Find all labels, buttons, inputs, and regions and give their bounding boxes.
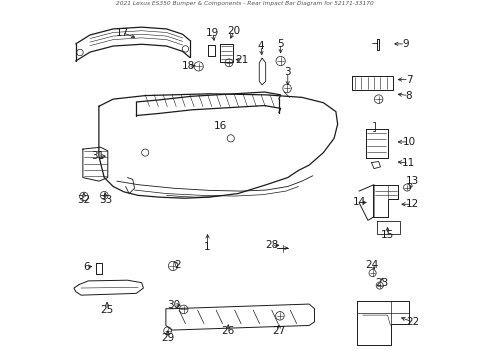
Text: 8: 8 [406,91,412,100]
Text: 4: 4 [258,41,264,51]
Text: 18: 18 [181,61,195,71]
Text: 24: 24 [365,260,378,270]
Text: 10: 10 [402,137,416,147]
Text: 30: 30 [167,300,180,310]
Text: 3: 3 [285,67,291,77]
Text: 11: 11 [402,158,416,168]
Text: 5: 5 [277,39,284,49]
Text: 13: 13 [406,176,419,186]
Text: 7: 7 [406,75,412,85]
Text: 22: 22 [406,317,419,327]
Text: 15: 15 [381,230,394,239]
Text: 23: 23 [375,278,389,288]
Text: 2021 Lexus ES350 Bumper & Components - Rear Impact Bar Diagram for 52171-33170: 2021 Lexus ES350 Bumper & Components - R… [116,1,374,6]
Text: 12: 12 [406,199,419,209]
Text: 6: 6 [83,262,90,272]
Text: 25: 25 [100,305,114,315]
Text: 14: 14 [352,198,366,207]
Text: 28: 28 [265,240,278,250]
Text: 16: 16 [214,121,227,131]
Text: 19: 19 [206,28,220,38]
Text: 2: 2 [174,260,181,270]
Text: 27: 27 [272,326,286,336]
Text: 26: 26 [221,326,235,336]
Text: 29: 29 [161,333,174,343]
Text: 32: 32 [77,195,91,205]
Text: 17: 17 [116,27,129,37]
Text: 31: 31 [92,151,105,161]
Text: 1: 1 [204,242,211,252]
Text: 9: 9 [402,39,409,49]
Text: 33: 33 [98,195,112,205]
Text: 20: 20 [228,26,241,36]
Text: 21: 21 [235,55,248,65]
